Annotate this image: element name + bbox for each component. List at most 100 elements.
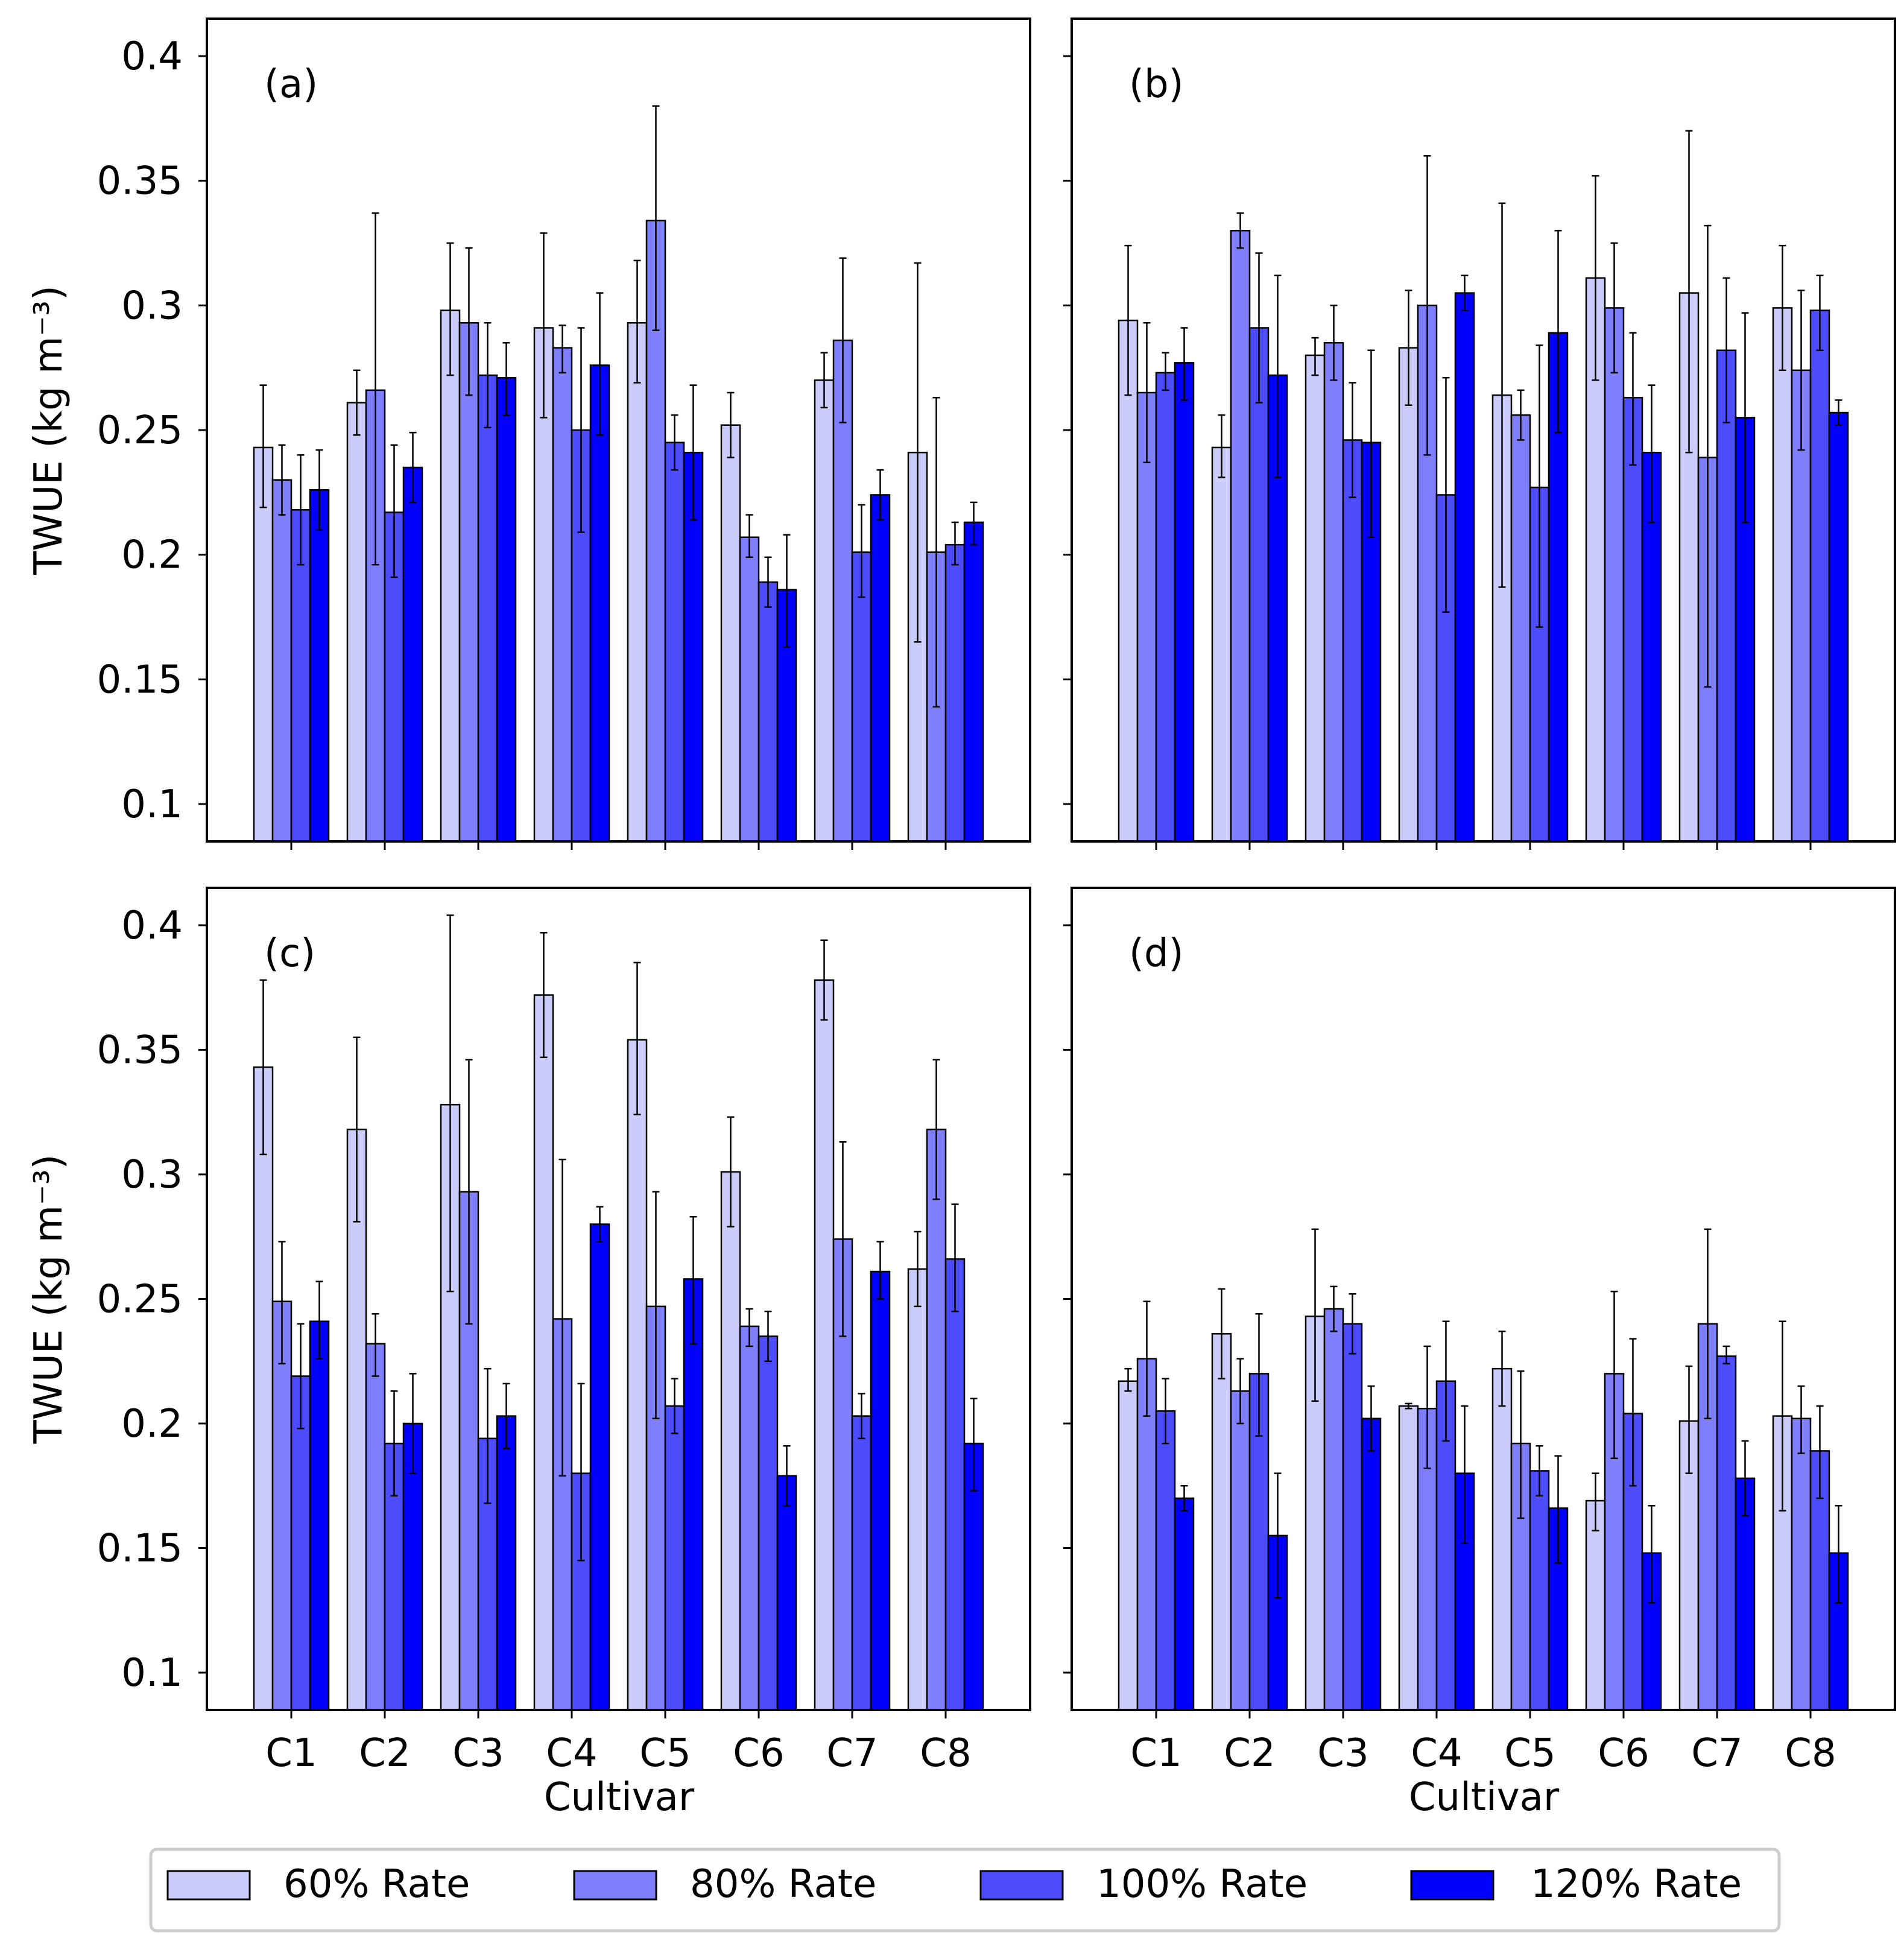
bar-c6-100	[757, 581, 779, 843]
bar-c4-60	[1398, 1405, 1419, 1711]
bar-c2-60	[1211, 1333, 1232, 1711]
x-tick-label: C6	[1598, 1731, 1649, 1776]
bar-c8-80	[1791, 1417, 1812, 1711]
bar-c5-80	[1510, 414, 1531, 843]
y-tick-label: 0.25	[97, 408, 183, 453]
panel-frame	[1071, 887, 1896, 1711]
panel-1: 0.1 0.15 0.2 0.25 0.3 0.35 0.4 (a) TWUE (kg m⁻³)	[27, 17, 1031, 850]
bar-c1-60	[1118, 1380, 1139, 1711]
x-tick-label: C2	[1224, 1731, 1275, 1776]
bar-c4-120	[1454, 292, 1475, 843]
bar-c5-60	[627, 322, 648, 843]
bar-c4-60	[533, 994, 554, 1711]
y-tick-label: 0.4	[121, 904, 183, 948]
bar-c5-60	[627, 1039, 648, 1711]
y-tick-label: 0.2	[121, 1402, 183, 1446]
bar-c7-60	[814, 379, 835, 843]
bar-c8-80	[926, 1129, 947, 1711]
x-tick-label: C1	[1130, 1731, 1181, 1776]
bar-c1-80	[271, 479, 293, 843]
x-axis-label: Cultivar	[1409, 1775, 1560, 1820]
bar-c6-80	[739, 1325, 760, 1711]
panels-layer: 0.1 0.15 0.2 0.25 0.3 0.35 0.4 (a) TWUE (kg m⁻³)…	[27, 17, 1896, 1820]
panel-frame	[206, 17, 1031, 843]
panel-2: (b)	[1063, 17, 1896, 850]
bar-c7-100	[851, 1415, 872, 1711]
x-tick-label: C8	[920, 1731, 971, 1776]
bar-c7-100	[1716, 349, 1737, 843]
x-tick-label: C2	[359, 1731, 410, 1776]
y-tick-label: 0.1	[121, 782, 183, 827]
legend-swatch-80	[573, 1870, 657, 1901]
panel-4: C1 C2 C3 C4 C5 C6 C7 C8 (d) Cultivar	[1063, 887, 1896, 1820]
bar-c1-60	[1118, 319, 1139, 843]
y-tick-label: 0.35	[97, 159, 183, 204]
bar-c2-60	[346, 1129, 367, 1711]
x-tick-label: C6	[733, 1731, 784, 1776]
legend-swatch-100	[979, 1870, 1064, 1901]
bar-c3-80	[1323, 342, 1344, 843]
panel-label: (b)	[1129, 62, 1184, 107]
x-tick-label: C4	[1411, 1731, 1462, 1776]
x-tick-label: C3	[1317, 1731, 1368, 1776]
bar-c8-120	[963, 1442, 984, 1711]
bar-c8-60	[1772, 307, 1793, 843]
bar-c6-80	[1604, 307, 1625, 843]
legend-swatch-120	[1410, 1870, 1494, 1901]
legend-swatch-60	[166, 1870, 251, 1901]
bar-c5-100	[664, 442, 685, 843]
y-tick-label: 0.1	[121, 1651, 183, 1696]
bar-c1-120	[1174, 1497, 1195, 1711]
panel-frame	[206, 887, 1031, 1711]
y-tick-label: 0.15	[97, 657, 183, 702]
y-axis-label: TWUE (kg m⁻³)	[27, 1154, 71, 1445]
bar-c3-100	[477, 374, 498, 843]
bar-c1-60	[253, 1066, 274, 1711]
x-tick-label: C7	[1691, 1731, 1742, 1776]
bar-c5-60	[1491, 1367, 1513, 1711]
bar-c1-100	[1155, 1410, 1176, 1711]
x-tick-label: C4	[546, 1731, 597, 1776]
bar-c3-120	[496, 376, 517, 843]
bar-c4-60	[1398, 347, 1419, 843]
bar-c7-120	[870, 1270, 891, 1711]
y-tick-label: 0.3	[121, 1153, 183, 1197]
bar-c8-60	[907, 1268, 928, 1711]
x-tick-label: C1	[265, 1731, 317, 1776]
bar-c7-100	[1716, 1355, 1737, 1711]
panel-label: (d)	[1129, 931, 1184, 976]
bar-c1-120	[309, 1320, 330, 1711]
x-tick-label: C5	[639, 1731, 691, 1776]
legend-frame	[149, 1848, 1781, 1933]
panel-label: (c)	[264, 931, 315, 976]
bar-c2-80	[1230, 230, 1251, 843]
y-tick-label: 0.2	[121, 533, 183, 578]
bar-c3-80	[458, 322, 479, 843]
panel-label: (a)	[264, 62, 318, 107]
bar-c1-60	[253, 446, 274, 843]
bar-c8-100	[944, 1258, 966, 1711]
bar-c4-120	[589, 1223, 610, 1711]
bar-c1-120	[1174, 362, 1195, 843]
bar-c6-60	[720, 424, 741, 843]
y-tick-label: 0.35	[97, 1028, 183, 1072]
panel-frame	[1071, 17, 1896, 843]
legend-label-80: 80% Rate	[690, 1862, 876, 1907]
y-tick-label: 0.3	[121, 283, 183, 328]
bar-c3-60	[440, 309, 461, 843]
bar-c2-120	[402, 466, 423, 843]
bar-c2-60	[1211, 446, 1232, 843]
bar-c3-120	[1361, 1417, 1382, 1711]
bar-c1-100	[1155, 372, 1176, 843]
y-tick-label: 0.4	[121, 34, 183, 79]
bar-c6-80	[739, 536, 760, 843]
bar-c1-80	[1136, 391, 1157, 843]
y-tick-label: 0.15	[97, 1527, 183, 1571]
bar-c7-120	[870, 494, 891, 843]
bar-c2-80	[1230, 1390, 1251, 1711]
panel-3: C1 C2 C3 C4 C5 C6 C7 C8 0.1 0.15 0.2 0.25 0.3 0.35 0.4…	[27, 887, 1031, 1820]
bar-c3-100	[1342, 439, 1363, 843]
bar-c8-100	[1809, 309, 1830, 843]
bar-c5-100	[664, 1405, 685, 1711]
